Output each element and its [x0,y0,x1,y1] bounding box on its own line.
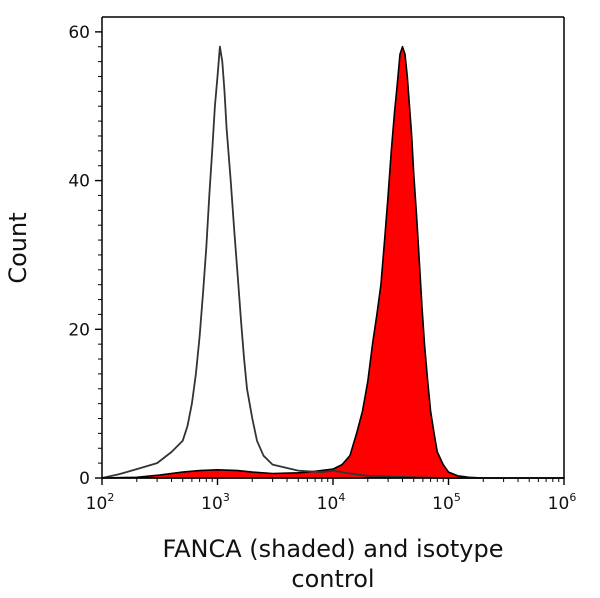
x-tick-label: 105 [432,491,461,514]
y-tick-label: 0 [79,469,90,489]
y-axis-title: Count [4,212,32,283]
plot-area [102,17,564,478]
x-tick-label: 102 [86,491,115,514]
y-tick-label: 40 [68,172,90,192]
x-axis-title-line-1: FANCA (shaded) and isotype [162,535,503,563]
y-tick-label: 20 [68,320,90,340]
histogram-series-shaded [101,45,565,479]
x-tick-label: 103 [201,491,230,514]
series-layer [101,45,565,479]
x-tick-label: 104 [317,491,346,514]
x-axis-title-line-2: control [291,565,374,593]
histogram-series-outline [101,45,564,479]
ticks-layer: 102 103 104 105 106 0 20 40 60 [68,23,576,514]
y-tick-label: 60 [68,23,90,43]
x-tick-label: 106 [548,491,577,514]
